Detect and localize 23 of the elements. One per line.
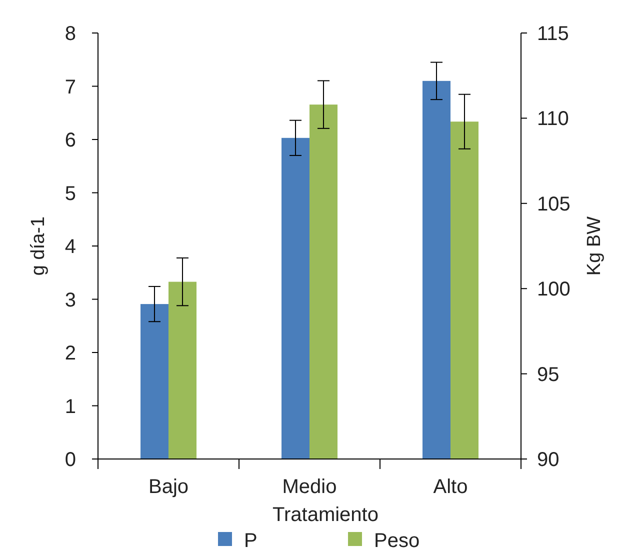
- legend-label: Peso: [374, 530, 420, 552]
- y-tick-label: 7: [64, 76, 76, 98]
- y2-tick-label: 115: [537, 23, 569, 45]
- y2-tick-label: 100: [537, 278, 570, 301]
- y-tick-label: 5: [64, 182, 76, 205]
- legend-label: P: [244, 530, 258, 552]
- y-axis-title: g día-1: [28, 216, 49, 276]
- y-tick-label: 2: [64, 342, 76, 364]
- y2-tick-label: 105: [537, 193, 570, 216]
- y-tick-label: 0: [64, 449, 76, 471]
- y2-tick-label: 90: [537, 449, 560, 471]
- y2-tick-label: 95: [537, 364, 560, 386]
- y-tick-label: 4: [64, 236, 76, 258]
- x-tick-label: Alto: [433, 476, 468, 498]
- y-tick-label: 8: [64, 23, 76, 45]
- y-tick-label: 1: [64, 396, 76, 418]
- y-tick-label: 3: [64, 289, 76, 312]
- y-tick-label: 6: [64, 130, 76, 152]
- y2-tick-label: 110: [537, 108, 569, 130]
- y2-axis-title: Kg BW: [584, 216, 605, 276]
- x-axis-title: Tratamiento: [272, 504, 378, 526]
- x-tick-label: Medio: [282, 476, 337, 498]
- x-tick-label: Bajo: [148, 476, 189, 498]
